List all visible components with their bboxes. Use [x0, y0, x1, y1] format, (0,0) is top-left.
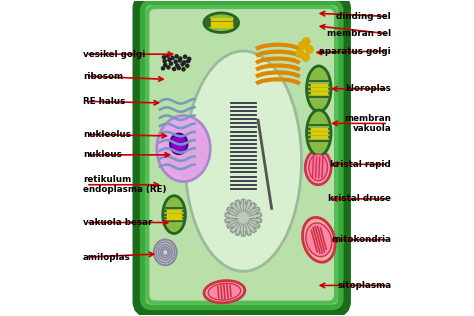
- Circle shape: [302, 53, 310, 61]
- Circle shape: [186, 64, 189, 67]
- Ellipse shape: [307, 66, 331, 112]
- Circle shape: [174, 60, 177, 63]
- FancyBboxPatch shape: [147, 7, 336, 303]
- Circle shape: [182, 68, 185, 71]
- Circle shape: [183, 55, 187, 58]
- Text: kloroplas: kloroplas: [345, 84, 391, 93]
- Circle shape: [181, 63, 184, 66]
- Ellipse shape: [302, 217, 335, 262]
- Circle shape: [177, 66, 181, 70]
- Circle shape: [168, 58, 171, 61]
- Circle shape: [187, 59, 190, 63]
- Circle shape: [296, 50, 304, 57]
- Text: membran
vakuola: membran vakuola: [344, 114, 391, 133]
- Circle shape: [182, 61, 186, 64]
- Ellipse shape: [208, 283, 241, 300]
- Ellipse shape: [309, 154, 328, 181]
- Circle shape: [179, 57, 182, 60]
- Ellipse shape: [154, 240, 177, 265]
- Circle shape: [302, 38, 310, 46]
- Circle shape: [167, 66, 170, 69]
- Circle shape: [162, 67, 164, 70]
- Text: RE halus: RE halus: [83, 97, 125, 106]
- Circle shape: [306, 46, 313, 53]
- Circle shape: [178, 59, 182, 62]
- Circle shape: [188, 57, 191, 60]
- Ellipse shape: [306, 223, 332, 257]
- Text: ribosom: ribosom: [83, 72, 123, 81]
- Circle shape: [166, 54, 169, 57]
- Text: amiloplas: amiloplas: [83, 252, 131, 262]
- Text: dinding sel: dinding sel: [337, 12, 391, 21]
- Ellipse shape: [157, 116, 210, 182]
- FancyBboxPatch shape: [139, 0, 344, 311]
- Ellipse shape: [170, 134, 187, 154]
- Polygon shape: [225, 199, 262, 236]
- Text: nukleus: nukleus: [83, 150, 122, 159]
- Circle shape: [173, 67, 176, 70]
- Ellipse shape: [164, 125, 209, 179]
- Ellipse shape: [204, 13, 238, 33]
- Circle shape: [164, 63, 167, 66]
- Text: vesikel golgi: vesikel golgi: [83, 50, 145, 59]
- Ellipse shape: [305, 150, 331, 185]
- Circle shape: [169, 62, 173, 65]
- Text: aparatus golgi: aparatus golgi: [319, 46, 391, 56]
- Ellipse shape: [163, 196, 185, 234]
- Circle shape: [171, 56, 174, 59]
- Text: vakuola besar: vakuola besar: [83, 218, 152, 227]
- Text: retikulum
endoplasma (RE): retikulum endoplasma (RE): [83, 175, 166, 194]
- Circle shape: [175, 55, 178, 58]
- Text: kristal rapid: kristal rapid: [330, 160, 391, 169]
- Text: mitokondria: mitokondria: [331, 235, 391, 244]
- Circle shape: [176, 64, 179, 67]
- Text: kristal druse: kristal druse: [328, 194, 391, 204]
- Ellipse shape: [204, 281, 245, 303]
- Circle shape: [299, 42, 306, 49]
- Text: sitoplasma: sitoplasma: [337, 281, 391, 290]
- Circle shape: [163, 59, 166, 63]
- FancyBboxPatch shape: [143, 2, 341, 307]
- Circle shape: [163, 56, 165, 59]
- Text: nukleolus: nukleolus: [83, 130, 131, 139]
- Text: membran sel: membran sel: [327, 29, 391, 38]
- Ellipse shape: [185, 51, 301, 271]
- Ellipse shape: [307, 110, 331, 156]
